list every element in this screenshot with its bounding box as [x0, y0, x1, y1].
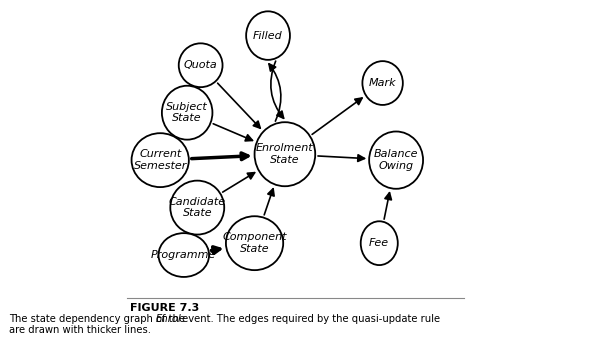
- Ellipse shape: [369, 131, 423, 189]
- Ellipse shape: [254, 122, 315, 186]
- Ellipse shape: [226, 216, 283, 270]
- Text: Balance
Owing: Balance Owing: [374, 149, 418, 171]
- Text: Current
Semester: Current Semester: [133, 149, 187, 171]
- Text: FIGURE 7.3: FIGURE 7.3: [130, 303, 199, 313]
- Text: Component
State: Component State: [222, 233, 287, 254]
- Ellipse shape: [362, 61, 403, 105]
- Text: Fee: Fee: [369, 238, 389, 248]
- Ellipse shape: [360, 221, 398, 265]
- Text: Filled: Filled: [253, 31, 283, 40]
- Text: Programme: Programme: [151, 250, 217, 260]
- Ellipse shape: [162, 86, 212, 140]
- Ellipse shape: [179, 43, 222, 87]
- Ellipse shape: [159, 233, 209, 277]
- Text: Enrol: Enrol: [156, 314, 182, 324]
- Text: Enrolment
State: Enrolment State: [256, 144, 314, 165]
- Text: Candidate
State: Candidate State: [169, 197, 226, 218]
- Text: The state dependency graph of the: The state dependency graph of the: [9, 314, 189, 324]
- Text: Mark: Mark: [369, 78, 396, 88]
- Text: Subject
State: Subject State: [166, 102, 208, 123]
- Ellipse shape: [171, 181, 224, 235]
- Ellipse shape: [246, 11, 290, 60]
- Text: Quota: Quota: [183, 60, 218, 70]
- Text: event. The edges required by the quasi-update rule: event. The edges required by the quasi-u…: [179, 314, 441, 324]
- Text: are drawn with thicker lines.: are drawn with thicker lines.: [9, 325, 152, 335]
- Ellipse shape: [132, 133, 189, 187]
